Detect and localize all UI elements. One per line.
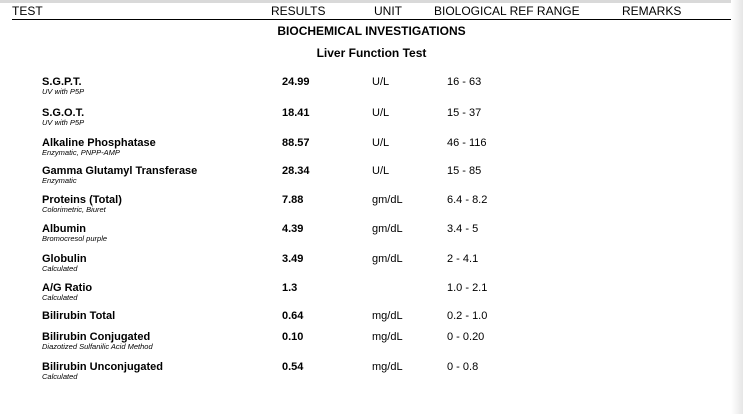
test-result: 7.88 (282, 194, 304, 206)
header-results: RESULTS (271, 4, 326, 18)
test-unit: U/L (372, 107, 390, 119)
test-ref-range: 3.4 - 5 (447, 223, 479, 235)
test-name: Bilirubin Unconjugated (42, 361, 163, 373)
test-result: 1.3 (282, 282, 298, 294)
test-name: A/G Ratio (42, 282, 93, 294)
test-result: 18.41 (282, 107, 310, 119)
test-ref-range: 0 - 0.20 (447, 331, 485, 343)
test-method: Colorimetric, Biuret (42, 205, 106, 214)
test-method: UV with P5P (42, 118, 85, 127)
test-result: 4.39 (282, 223, 304, 235)
test-ref-range: 16 - 63 (447, 76, 482, 88)
table-row: Bilirubin Unconjugated Calculated 0.54 m… (0, 361, 743, 389)
table-row: Alkaline Phosphatase Enzymatic, PNPP-AMP… (0, 137, 743, 165)
table-row: S.G.O.T. UV with P5P 18.41 U/L 15 - 37 (0, 107, 743, 135)
test-result: 0.64 (282, 310, 304, 322)
header-unit: UNIT (374, 4, 402, 18)
test-unit: gm/dL (372, 194, 403, 206)
scroll-shade (731, 0, 743, 414)
table-row: Bilirubin Total 0.64 mg/dL 0.2 - 1.0 (0, 310, 743, 338)
test-name: S.G.P.T. (42, 76, 82, 88)
test-method: Calculated (42, 264, 78, 273)
top-bar (0, 0, 743, 3)
test-name: Globulin (42, 253, 87, 265)
test-method: Calculated (42, 372, 78, 381)
table-row: Gamma Glutamyl Transferase Enzymatic 28.… (0, 165, 743, 193)
header-remarks: REMARKS (622, 4, 682, 18)
test-name: Bilirubin Conjugated (42, 331, 151, 343)
table-row: Proteins (Total) Colorimetric, Biuret 7.… (0, 194, 743, 222)
table-row: A/G Ratio Calculated 1.3 1.0 - 2.1 (0, 282, 743, 310)
test-method: Diazotized Sulfanilic Acid Method (42, 342, 153, 351)
test-name: S.G.O.T. (42, 107, 85, 119)
test-result: 88.57 (282, 137, 310, 149)
test-ref-range: 0.2 - 1.0 (447, 310, 488, 322)
section-title: BIOCHEMICAL INVESTIGATIONS (277, 24, 466, 38)
test-method: Calculated (42, 293, 78, 302)
test-method: Bromocresol purple (42, 234, 108, 243)
section-subtitle: Liver Function Test (316, 46, 427, 60)
test-ref-range: 46 - 116 (447, 137, 487, 149)
test-unit: U/L (372, 76, 390, 88)
test-unit: U/L (372, 137, 390, 149)
test-name: Albumin (42, 223, 86, 235)
test-result: 3.49 (282, 253, 304, 265)
test-unit: gm/dL (372, 253, 403, 265)
table-row: Globulin Calculated 3.49 gm/dL 2 - 4.1 (0, 253, 743, 281)
test-name: Bilirubin Total (42, 310, 116, 322)
test-result: 0.10 (282, 331, 304, 343)
header-ref-range: BIOLOGICAL REF RANGE (434, 4, 580, 18)
test-result: 24.99 (282, 76, 310, 88)
test-unit: mg/dL (372, 361, 403, 373)
test-result: 0.54 (282, 361, 304, 373)
table-row: Bilirubin Conjugated Diazotized Sulfanil… (0, 331, 743, 359)
test-name: Proteins (Total) (42, 194, 122, 206)
test-result: 28.34 (282, 165, 310, 177)
test-ref-range: 15 - 85 (447, 165, 482, 177)
header-divider (12, 19, 731, 20)
test-method: Enzymatic (42, 176, 77, 185)
test-unit: mg/dL (372, 331, 403, 343)
test-ref-range: 2 - 4.1 (447, 253, 479, 265)
test-unit: gm/dL (372, 223, 403, 235)
test-unit: mg/dL (372, 310, 403, 322)
test-ref-range: 6.4 - 8.2 (447, 194, 488, 206)
test-ref-range: 15 - 37 (447, 107, 482, 119)
test-name: Gamma Glutamyl Transferase (42, 165, 198, 177)
table-row: Albumin Bromocresol purple 4.39 gm/dL 3.… (0, 223, 743, 251)
test-method: UV with P5P (42, 87, 85, 96)
test-method: Enzymatic, PNPP-AMP (42, 148, 120, 157)
table-row: S.G.P.T. UV with P5P 24.99 U/L 16 - 63 (0, 76, 743, 104)
test-ref-range: 1.0 - 2.1 (447, 282, 488, 294)
test-unit: U/L (372, 165, 390, 177)
header-test: TEST (12, 4, 43, 18)
test-ref-range: 0 - 0.8 (447, 361, 479, 373)
test-name: Alkaline Phosphatase (42, 137, 156, 149)
